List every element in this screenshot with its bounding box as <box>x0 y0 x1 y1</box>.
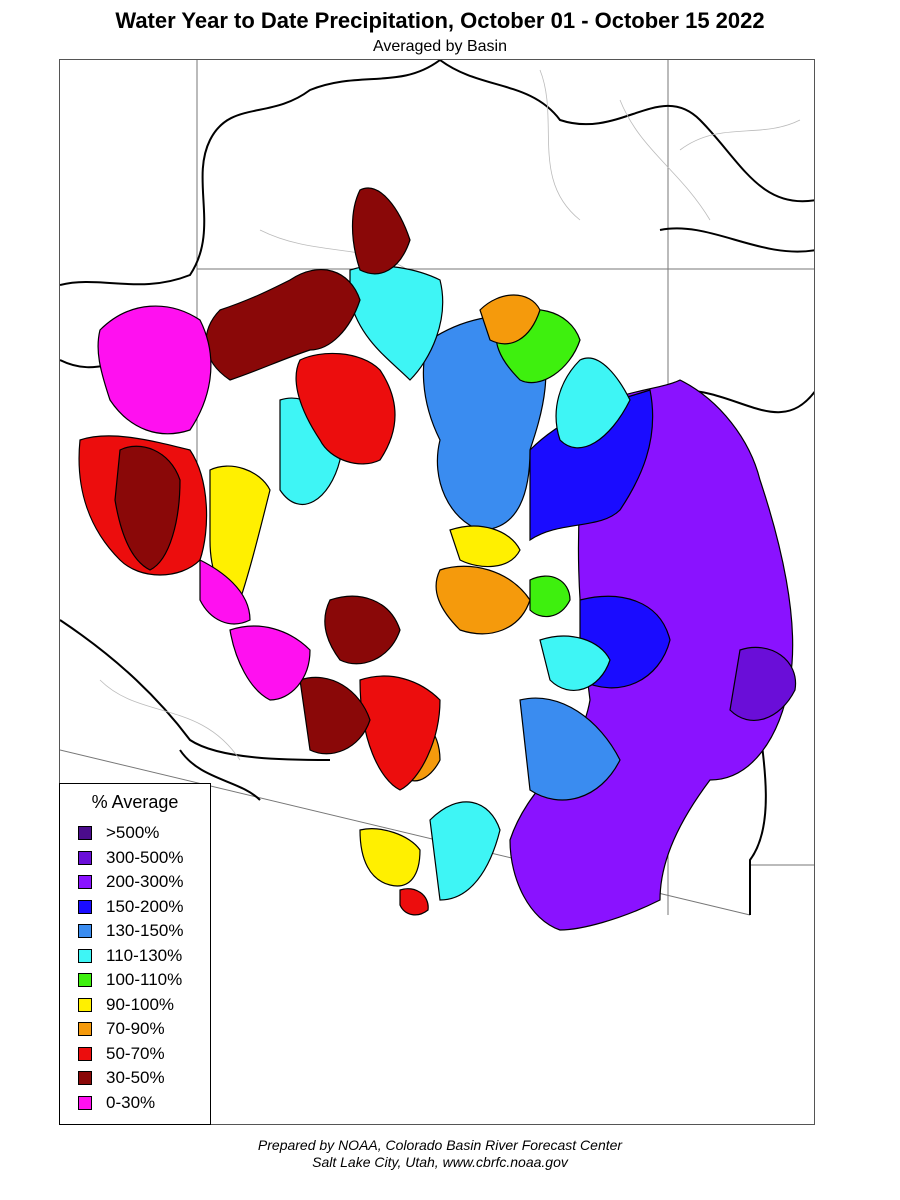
legend-item: 150-200% <box>78 896 184 918</box>
map-subtitle: Averaged by Basin <box>372 38 507 55</box>
legend-item: 200-300% <box>78 871 184 893</box>
legend-label: >500% <box>106 823 160 842</box>
legend-swatch <box>78 826 92 840</box>
legend-box: % Average >500% 300-500% 200-300% 150-200% 1… <box>59 783 211 1125</box>
legend-swatch <box>78 997 92 1012</box>
legend-swatch <box>78 1095 92 1110</box>
legend-swatch <box>78 1071 92 1085</box>
basin-map-svg <box>60 60 814 931</box>
footer-location: Salt Lake City, Utah, www.cbrfc.noaa.gov <box>312 1154 568 1170</box>
legend-item: 0-30% <box>78 1092 155 1114</box>
legend-label: 100-110% <box>106 970 183 989</box>
legend-label: 70-90% <box>106 1019 165 1038</box>
legend-label: 150-200% <box>106 896 184 916</box>
legend-swatch <box>78 1046 92 1061</box>
legend-item: 70-90% <box>78 1018 165 1040</box>
legend-swatch <box>78 973 92 987</box>
legend-item: 30-50% <box>78 1067 165 1089</box>
legend-item: 130-150% <box>78 920 184 942</box>
legend-item: 100-110% <box>78 969 182 991</box>
footer-credit: Prepared by NOAA, Colorado Basin River F… <box>257 1137 623 1153</box>
legend-label: 0-30% <box>106 1092 156 1112</box>
legend-label: 200-300% <box>106 872 184 891</box>
legend-swatch <box>78 899 92 914</box>
legend-label: 50-70% <box>106 1043 165 1063</box>
legend-item: 110-130% <box>78 945 182 967</box>
legend-item: >500% <box>78 822 159 844</box>
legend-label: 90-100% <box>106 994 175 1014</box>
legend-item: 50-70% <box>78 1043 165 1065</box>
legend-swatch <box>78 875 92 889</box>
legend-label: 300-500% <box>106 847 184 867</box>
legend-swatch <box>78 1022 92 1036</box>
basin-regions <box>78 187 797 931</box>
legend-label: 110-130% <box>106 945 183 965</box>
legend-item: 300-500% <box>78 847 184 869</box>
legend-item: 90-100% <box>78 994 174 1016</box>
legend-label: 130-150% <box>106 921 184 940</box>
legend-swatch <box>78 948 92 963</box>
legend-swatch <box>78 850 92 865</box>
legend-swatch <box>78 924 92 938</box>
legend-title: % Average <box>91 792 179 812</box>
legend-label: 30-50% <box>106 1068 165 1087</box>
map-title: Water Year to Date Precipitation, Octobe… <box>115 8 765 33</box>
